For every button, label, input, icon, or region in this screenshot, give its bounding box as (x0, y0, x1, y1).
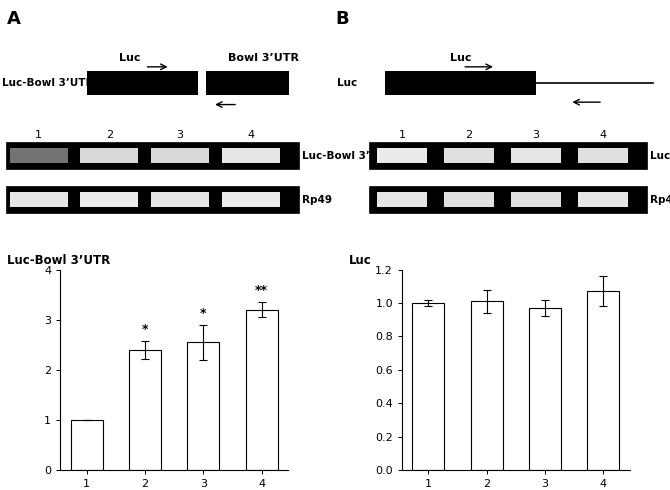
Bar (7, 142, 299, 169)
Text: Luc-Bowl 3’UTR: Luc-Bowl 3’UTR (7, 254, 110, 267)
Text: 3: 3 (533, 130, 539, 140)
Bar (529, 308, 561, 470)
Text: 1: 1 (35, 130, 42, 140)
Bar (70, 420, 103, 470)
Text: Luc-Bowl 3’UTR: Luc-Bowl 3’UTR (1, 78, 93, 88)
Text: **: ** (255, 284, 268, 297)
Text: 4: 4 (600, 130, 606, 140)
Bar (588, 291, 620, 470)
Bar (222, 148, 280, 163)
Bar (151, 148, 209, 163)
Text: *: * (200, 307, 206, 320)
Text: Rp49: Rp49 (650, 195, 670, 205)
Bar (9, 193, 68, 207)
Text: Luc: Luc (337, 78, 357, 88)
Bar (377, 193, 427, 207)
Bar (511, 193, 561, 207)
Text: Luc: Luc (450, 53, 472, 63)
Text: 3: 3 (177, 130, 184, 140)
Text: Luc: Luc (650, 150, 670, 161)
Bar (578, 193, 628, 207)
Text: Rp49: Rp49 (302, 195, 332, 205)
Bar (7, 186, 299, 213)
Bar (206, 72, 289, 95)
Bar (80, 148, 138, 163)
Bar (412, 303, 444, 470)
Bar (246, 310, 278, 470)
Bar (471, 301, 502, 470)
Text: Bowl 3’UTR: Bowl 3’UTR (228, 53, 299, 63)
Bar (578, 148, 628, 163)
Bar (151, 193, 209, 207)
Bar (9, 148, 68, 163)
Text: *: * (142, 323, 148, 336)
Bar (80, 193, 138, 207)
Bar (511, 148, 561, 163)
Text: Luc: Luc (119, 53, 140, 63)
Text: 1: 1 (399, 130, 405, 140)
Bar (385, 72, 536, 95)
Bar (444, 193, 494, 207)
Bar (87, 72, 198, 95)
Text: A: A (7, 10, 21, 28)
Text: Luc-Bowl 3’UTR: Luc-Bowl 3’UTR (302, 150, 394, 161)
Text: Luc: Luc (348, 254, 371, 267)
Bar (377, 148, 427, 163)
Bar (369, 142, 647, 169)
Bar (369, 186, 647, 213)
Bar (444, 148, 494, 163)
Text: 2: 2 (106, 130, 113, 140)
Text: 2: 2 (466, 130, 472, 140)
Bar (129, 350, 161, 470)
Text: B: B (335, 10, 348, 28)
Text: 4: 4 (247, 130, 255, 140)
Bar (188, 343, 219, 470)
Bar (222, 193, 280, 207)
